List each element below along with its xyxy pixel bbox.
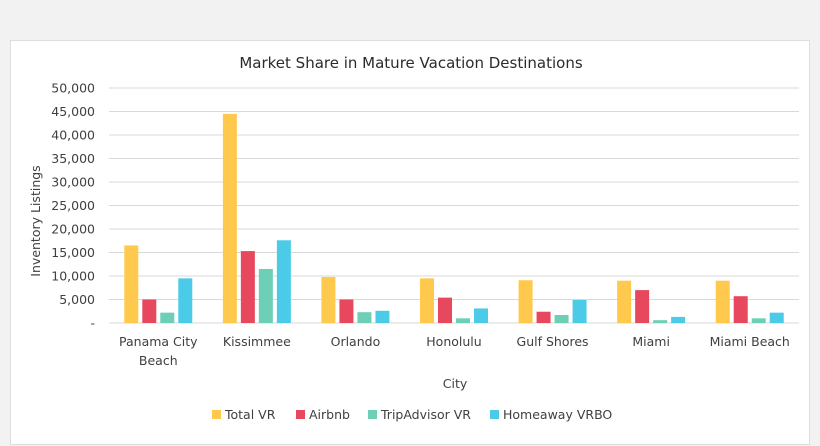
x-tick-label: Beach [139,353,178,368]
chart-title: Market Share in Mature Vacation Destinat… [239,54,582,72]
bar-total-vr [715,280,730,323]
legend-swatch [296,410,305,419]
bar-total-vr [124,245,139,323]
bar-total-vr [617,280,632,323]
y-tick-label: 15,000 [51,245,95,260]
bar-tripadvisor-vr [751,318,766,323]
y-tick-label: 50,000 [51,81,95,96]
x-tick-label: Honolulu [426,334,481,349]
bar-airbnb [635,290,650,323]
y-tick-label: 45,000 [51,104,95,119]
x-tick-label: Kissimmee [223,334,291,349]
gridlines [109,87,799,324]
legend-label: Airbnb [309,407,350,422]
bar-tripadvisor-vr [554,315,569,323]
y-tick-label: 10,000 [51,269,95,284]
y-tick-label: 20,000 [51,222,95,237]
y-tick-label: - [90,316,95,331]
bar-tripadvisor-vr [653,320,668,323]
bar-airbnb [733,296,748,323]
x-tick-label: Miami [632,334,670,349]
y-axis-label: Inventory Listings [28,165,43,276]
bar-total-vr [321,276,336,323]
y-tick-label: 40,000 [51,128,95,143]
chart-card: Market Share in Mature Vacation Destinat… [10,40,810,445]
legend-swatch [490,410,499,419]
legend: Total VR Airbnb TripAdvisor VR Homeaway VRB… [212,407,612,422]
legend-swatch [368,410,377,419]
bar-tripadvisor-vr [258,268,273,323]
bar-total-vr [518,280,533,323]
x-axis-label: City [443,376,468,391]
bars [124,113,784,323]
bar-airbnb [339,299,354,323]
bar-homeaway-vrbo [572,299,587,323]
legend-label: TripAdvisor VR [380,407,471,422]
bar-airbnb [142,299,157,323]
y-axis-ticks: - 5,000 10,000 15,000 20,000 25,000 30,000 35,0… [51,81,95,331]
legend-label: Homeaway VRBO [503,407,612,422]
bar-homeaway-vrbo [769,312,784,323]
y-tick-label: 30,000 [51,175,95,190]
bar-homeaway-vrbo [474,308,488,323]
bar-airbnb [438,297,452,323]
y-tick-label: 5,000 [59,292,95,307]
bar-homeaway-vrbo [178,278,193,323]
legend-label: Total VR [224,407,276,422]
x-tick-label: Miami Beach [710,334,790,349]
bar-total-vr [420,278,434,323]
bar-homeaway-vrbo [276,240,291,323]
x-tick-label: Gulf Shores [517,334,589,349]
bar-airbnb [240,251,255,323]
bar-homeaway-vrbo [671,316,686,323]
bar-airbnb [536,311,551,323]
bar-chart: Market Share in Mature Vacation Destinat… [28,54,799,422]
y-tick-label: 25,000 [51,198,95,213]
bar-tripadvisor-vr [357,312,372,323]
legend-swatch [212,410,221,419]
x-tick-label: Panama City [119,334,198,349]
bar-tripadvisor-vr [456,318,470,323]
bar-tripadvisor-vr [160,312,175,323]
bar-total-vr [222,113,237,323]
y-tick-label: 35,000 [51,151,95,166]
x-tick-label: Orlando [331,334,381,349]
x-axis-ticks: Panama City Beach Kissimmee Orlando Honolulu… [119,334,790,368]
bar-homeaway-vrbo [375,310,390,323]
